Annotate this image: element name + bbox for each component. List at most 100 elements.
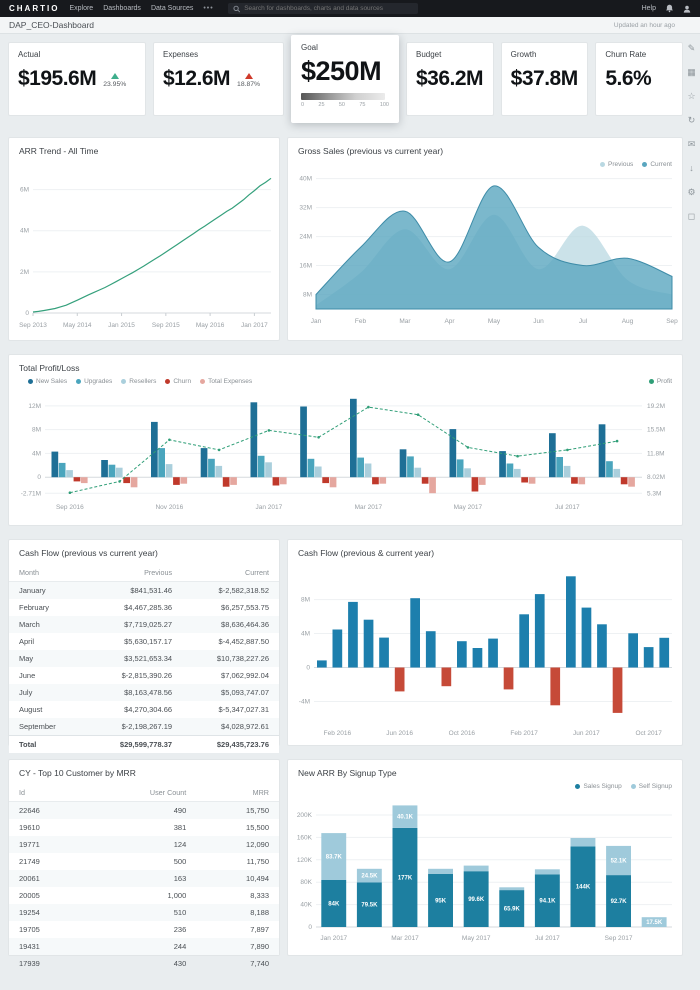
legend-item[interactable]: Current	[642, 161, 672, 168]
legend-item[interactable]: Upgrades	[76, 378, 112, 385]
download-icon[interactable]: ↓	[689, 163, 694, 173]
new-arr-stacked-bar-chart[interactable]: 0 40K 80K 120K 160K 200K 84K 83.7K Jan 2017 79.5K…	[288, 791, 682, 943]
svg-text:0: 0	[308, 924, 312, 931]
table-cell: August	[19, 705, 43, 714]
kpi-title: Expenses	[163, 50, 199, 59]
table-cell: $29,435,723.76	[182, 735, 279, 753]
star-icon[interactable]: ☆	[687, 91, 696, 101]
svg-text:5.3M: 5.3M	[647, 490, 661, 497]
legend-item[interactable]: Total Expenses	[200, 378, 252, 385]
goal-progress-bar	[301, 93, 385, 100]
profit-loss-combo-chart[interactable]: -2.71M 5.3M 0 8.02M 4M 11.8M 8M 15.5M 12M 19.2M Se…	[9, 386, 682, 512]
table-cell: 20061	[19, 874, 40, 883]
more-menu-icon[interactable]: •••	[203, 5, 214, 12]
refresh-icon[interactable]: ↻	[687, 115, 696, 125]
kpi-card-expenses: Expenses $12.6M 18.87%	[153, 42, 284, 116]
table-row: 20061 163 10,494	[9, 870, 279, 887]
svg-text:24.5K: 24.5K	[361, 874, 378, 880]
column-header[interactable]: MRR	[196, 784, 279, 802]
svg-text:Feb: Feb	[355, 318, 367, 325]
svg-text:Sep 2017: Sep 2017	[605, 935, 633, 942]
svg-text:0: 0	[37, 474, 41, 481]
table-cell: 163	[173, 874, 187, 883]
svg-text:Oct 2016: Oct 2016	[449, 730, 476, 737]
notifications-bell-icon[interactable]	[665, 4, 674, 13]
new-arr-legend: Sales Signup Self Signup	[288, 781, 682, 791]
svg-text:Jun: Jun	[533, 318, 544, 325]
row-top10-newarr: CY - Top 10 Customer by MRR Id User Coun…	[8, 759, 683, 968]
table-row: 21749 500 11,750	[9, 853, 279, 870]
legend-item[interactable]: Previous	[600, 161, 633, 168]
svg-text:24M: 24M	[299, 234, 312, 241]
column-header[interactable]: Current	[182, 564, 279, 582]
layout-icon[interactable]: ▦	[687, 67, 696, 77]
gross-sales-area-chart[interactable]: 8M 16M 24M 32M 40M Jan Feb Mar Apr May Jun Jul Aug Se…	[288, 169, 682, 327]
arr-trend-line-chart[interactable]: 0 2M 4M 6M Sep 2013 May 2014 Jan 2015 Sep 2015 M…	[9, 159, 279, 331]
svg-text:80K: 80K	[300, 879, 312, 886]
svg-text:8.02M: 8.02M	[647, 474, 665, 481]
table-title: CY - Top 10 Customer by MRR	[19, 768, 136, 778]
kpi-delta-percent: 18.87%	[237, 81, 261, 88]
svg-text:11.8M: 11.8M	[647, 450, 665, 457]
column-header[interactable]: Id	[9, 784, 88, 802]
nav-item-dashboards[interactable]: Dashboards	[103, 5, 141, 12]
window-icon[interactable]: ◻	[687, 211, 696, 221]
scale-tick: 0	[301, 102, 305, 108]
table-row: July $8,163,478.56 $5,093,747.07	[9, 684, 279, 701]
legend-item[interactable]: Sales Signup	[575, 783, 622, 790]
svg-text:65.9K: 65.9K	[504, 907, 521, 913]
table-cell: $-2,198,267.19	[121, 722, 173, 731]
legend-label: Profit	[656, 377, 672, 385]
chart-title: Cash Flow (previous & current year)	[298, 548, 435, 558]
column-header[interactable]: Previous	[85, 564, 183, 582]
legend-item[interactable]: Churn	[165, 378, 191, 385]
share-icon[interactable]: ✉	[687, 139, 696, 149]
legend-dot-icon	[121, 378, 127, 384]
trend-up-icon	[110, 73, 119, 79]
table-cell: February	[19, 603, 50, 612]
global-search[interactable]	[227, 3, 418, 14]
settings-icon[interactable]: ⚙	[687, 187, 696, 197]
svg-text:Feb 2016: Feb 2016	[324, 730, 352, 737]
legend-item[interactable]: Self Signup	[630, 783, 672, 790]
table-cell: $4,270,304.66	[124, 705, 173, 714]
svg-text:83.7K: 83.7K	[326, 855, 343, 861]
svg-text:8M: 8M	[32, 427, 41, 434]
table-cell: 17939	[19, 959, 40, 968]
kpi-card-actual: Actual $195.6M 23.95%	[8, 42, 146, 116]
kpi-card-churn-rate: Churn Rate 5.6%	[595, 42, 684, 116]
user-avatar-icon[interactable]	[683, 5, 691, 13]
table-cell: 510	[173, 908, 187, 917]
brand-logo[interactable]: CHARTIO	[9, 4, 60, 13]
table-cell: June	[19, 671, 36, 680]
top10-mrr-table: Id User Count MRR 22646 490 15,750 19610 381…	[9, 784, 279, 972]
kpi-title: Budget	[416, 50, 442, 59]
legend-item[interactable]: Resellers	[121, 378, 156, 385]
column-header[interactable]: User Count	[87, 784, 197, 802]
svg-text:99.6K: 99.6K	[468, 897, 485, 903]
kpi-row: Actual $195.6M 23.95% Expenses $12.6M 18…	[8, 35, 684, 123]
column-header[interactable]: Month	[9, 564, 86, 582]
table-cell: 12,090	[246, 840, 269, 849]
breadcrumb[interactable]: DAP_CEO-Dashboard	[9, 20, 95, 30]
legend-item[interactable]: Profit	[648, 377, 672, 385]
table-cell: 8,333	[250, 891, 269, 900]
nav-item-explore[interactable]: Explore	[69, 5, 94, 12]
table-cell: $5,093,747.07	[221, 688, 269, 697]
legend-dot-icon	[600, 161, 606, 167]
table-cell: $4,028,972.61	[221, 722, 269, 731]
table-cell: $8,163,478.56	[124, 688, 173, 697]
nav-item-data-sources[interactable]: Data Sources	[150, 5, 194, 12]
cash-flow-bar-chart[interactable]: -4M 0 4M 8M Feb 2016 Jun 2016 Oct 2016 Feb 2017…	[288, 561, 682, 739]
search-input[interactable]	[244, 5, 413, 12]
svg-text:Mar: Mar	[399, 318, 411, 325]
help-link[interactable]: Help	[641, 5, 656, 12]
table-cell: 10,494	[246, 874, 269, 883]
table-cell: 19771	[19, 840, 40, 849]
table-cell: 8,188	[250, 908, 269, 917]
table-cell: 7,890	[250, 942, 269, 951]
svg-text:-2.71M: -2.71M	[21, 490, 41, 497]
legend-series-group: New Sales Upgrades Resellers Churn Total Exp…	[19, 378, 252, 385]
edit-icon[interactable]: ✎	[687, 43, 696, 53]
legend-item[interactable]: New Sales	[28, 378, 67, 385]
